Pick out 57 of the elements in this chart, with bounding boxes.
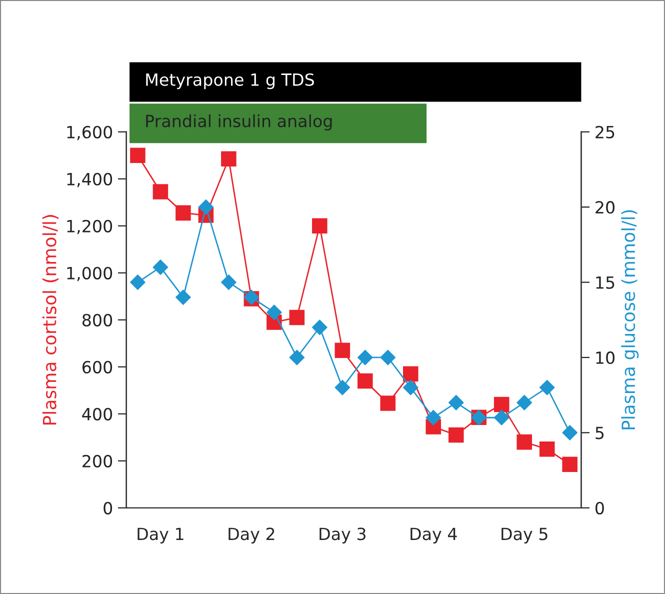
y-tick-label: 0 xyxy=(104,502,112,514)
point xyxy=(289,310,305,326)
x-tick-label: Day 3 xyxy=(320,528,366,544)
point xyxy=(380,350,396,366)
y-tick-label: 1,400 xyxy=(67,172,112,188)
point xyxy=(176,205,191,221)
point xyxy=(448,427,464,443)
point xyxy=(221,274,236,290)
point xyxy=(494,410,510,426)
text: Metyrapone 1 g TDS xyxy=(146,73,314,90)
point xyxy=(289,350,304,366)
point xyxy=(358,373,373,389)
point xyxy=(334,380,350,396)
point xyxy=(130,148,146,164)
x-tick-label: Day 4 xyxy=(410,528,457,544)
point xyxy=(448,395,464,410)
point xyxy=(130,274,146,290)
y-tick-label: 1,000 xyxy=(67,266,112,282)
point xyxy=(176,290,191,305)
y-tick-label: 1,200 xyxy=(67,220,112,234)
y2-tick-label: 10 xyxy=(596,351,615,364)
y2-tick-label: 15 xyxy=(596,276,614,289)
point xyxy=(221,151,236,167)
y2-tick-label: 25 xyxy=(596,126,614,138)
point xyxy=(426,410,441,426)
y-tick-label: 200 xyxy=(82,454,112,468)
point xyxy=(152,184,168,200)
y-tick-label: 600 xyxy=(82,360,112,374)
point xyxy=(403,380,418,396)
point xyxy=(312,320,328,335)
point xyxy=(516,434,532,450)
point xyxy=(266,304,282,320)
point xyxy=(494,396,510,412)
point xyxy=(380,396,396,411)
point xyxy=(312,218,328,234)
point xyxy=(562,425,578,440)
y-tick-label: 1,600 xyxy=(67,126,112,140)
point xyxy=(516,395,532,410)
point xyxy=(198,200,214,215)
point xyxy=(403,366,418,382)
x-tick-label: Day 1 xyxy=(138,528,184,544)
y-tick-label: 800 xyxy=(82,314,112,326)
x-tick-label: Day 2 xyxy=(228,528,274,544)
y-tick-label: 400 xyxy=(82,408,112,420)
text: Prandial insulin analog xyxy=(146,114,332,131)
point xyxy=(539,441,555,457)
point xyxy=(358,350,373,366)
y2-tick-label: 0 xyxy=(596,502,604,514)
point xyxy=(334,342,350,358)
y-axis-title: Plasma cortisol (nmol/l) xyxy=(42,215,59,424)
point xyxy=(540,380,555,396)
y2-tick-label: 20 xyxy=(596,201,615,214)
point xyxy=(152,260,168,275)
y2-tick-label: 5 xyxy=(596,426,604,440)
y2-axis-title: Plasma glucose (mmol/l) xyxy=(621,210,639,430)
x-tick-label: Day 5 xyxy=(502,528,548,544)
point xyxy=(562,456,578,472)
